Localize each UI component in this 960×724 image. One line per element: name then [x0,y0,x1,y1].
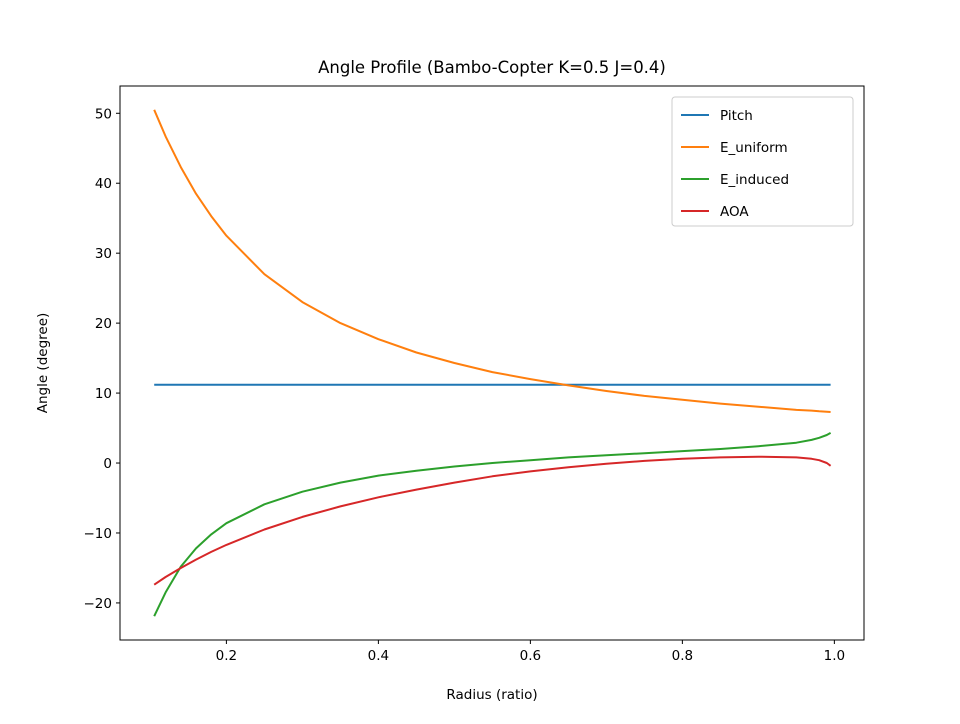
series-line-e-uniform [153,109,831,413]
y-tick-label: −10 [84,526,113,542]
x-tick-label: 0.2 [216,648,237,664]
x-tick-label: 0.4 [368,648,389,664]
series-layer [153,109,832,617]
y-axis: −20 −10 0 10 20 30 40 50 [84,106,120,612]
x-tick-label: 1.0 [824,648,845,664]
legend-label: AOA [720,204,749,220]
y-tick-label: −20 [84,596,113,612]
y-axis-label: Angle (degree) [35,313,51,414]
y-tick-label: 10 [95,386,112,402]
y-tick-label: 40 [95,176,112,192]
series-line-e-induced [153,432,832,617]
x-tick-label: 0.6 [520,648,541,664]
legend-label: E_induced [720,172,789,188]
y-tick-label: 30 [95,246,112,262]
legend: Pitch E_uniform E_induced AOA [671,96,854,227]
y-tick-label: 20 [95,316,112,332]
series-line-aoa [153,455,832,586]
legend-box [671,96,854,227]
y-tick-label: 0 [103,456,112,472]
y-tick-label: 50 [95,106,112,122]
plot-frame [119,85,865,641]
x-axis: 0.2 0.4 0.6 0.8 1.0 [216,640,845,664]
x-tick-label: 0.8 [672,648,693,664]
x-axis-label: Radius (ratio) [446,687,537,703]
legend-label: Pitch [720,108,753,124]
legend-label: E_uniform [720,140,788,156]
chart-title: Angle Profile (Bambo-Copter K=0.5 J=0.4) [318,58,666,77]
